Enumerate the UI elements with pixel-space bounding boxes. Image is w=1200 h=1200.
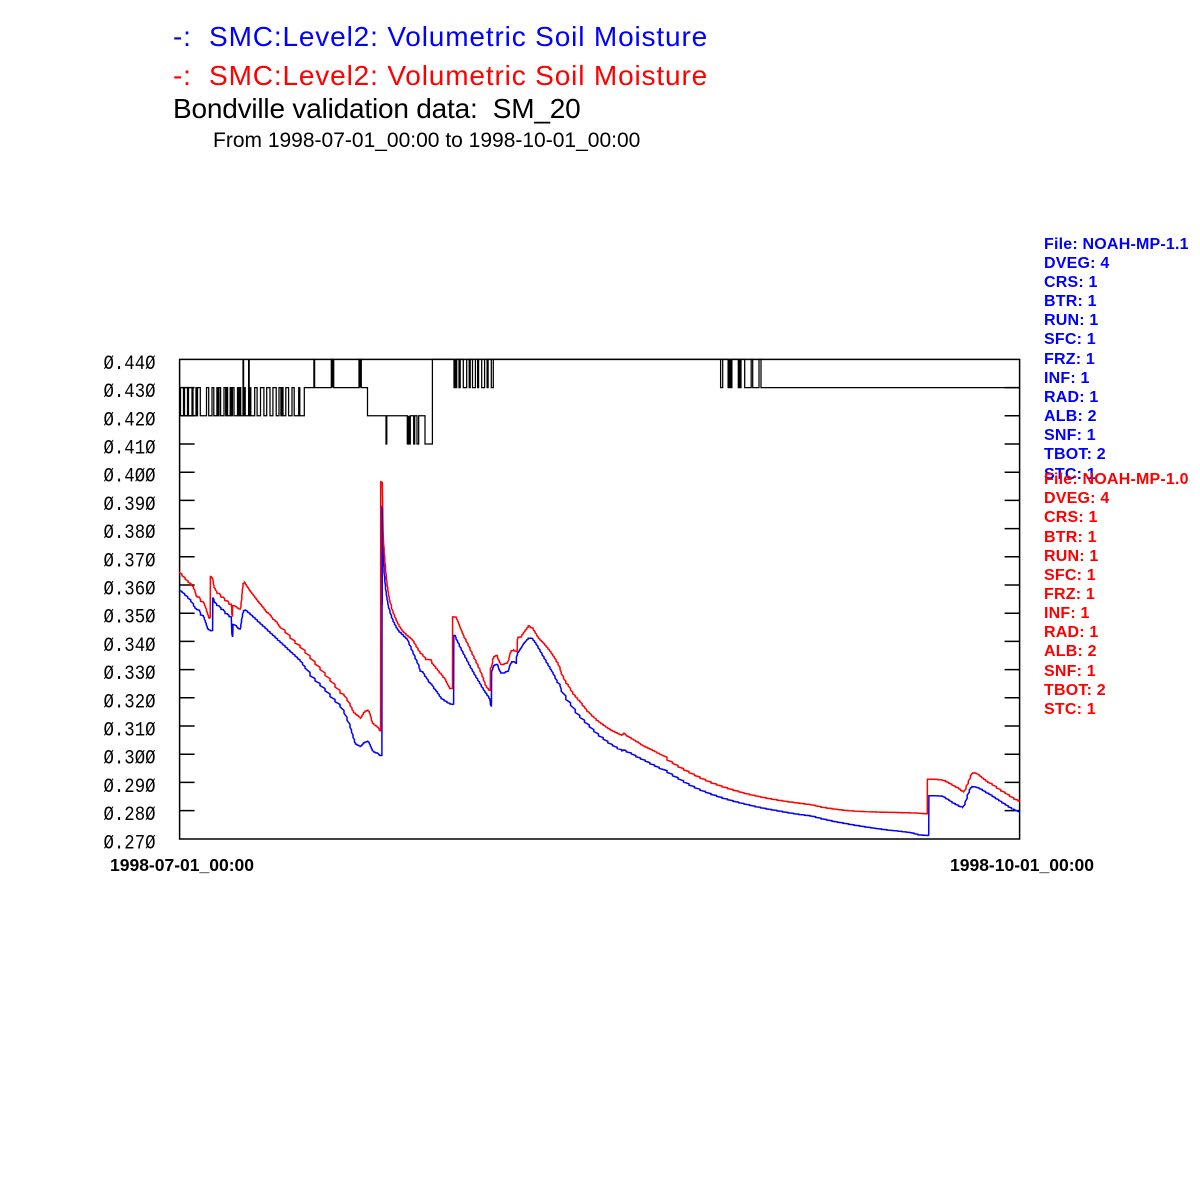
svg-text:Ø.44Ø: Ø.44Ø <box>104 353 156 376</box>
svg-text:Ø.35Ø: Ø.35Ø <box>104 607 156 630</box>
svg-text:Ø.31Ø: Ø.31Ø <box>104 720 156 743</box>
svg-text:Ø.37Ø: Ø.37Ø <box>104 550 156 573</box>
svg-text:Ø.3ØØ: Ø.3ØØ <box>104 748 156 771</box>
svg-text:Ø.41Ø: Ø.41Ø <box>104 438 156 461</box>
svg-text:Ø.33Ø: Ø.33Ø <box>104 663 156 686</box>
svg-text:Ø.28Ø: Ø.28Ø <box>104 804 156 827</box>
svg-text:Ø.4ØØ: Ø.4ØØ <box>104 466 156 489</box>
svg-text:Ø.39Ø: Ø.39Ø <box>104 494 156 517</box>
svg-text:Ø.36Ø: Ø.36Ø <box>104 579 156 602</box>
svg-text:Ø.38Ø: Ø.38Ø <box>104 522 156 545</box>
svg-text:Ø.43Ø: Ø.43Ø <box>104 381 156 404</box>
svg-text:Ø.32Ø: Ø.32Ø <box>104 691 156 714</box>
svg-text:Ø.42Ø: Ø.42Ø <box>104 409 156 432</box>
svg-text:Ø.29Ø: Ø.29Ø <box>104 776 156 799</box>
svg-text:Ø.34Ø: Ø.34Ø <box>104 635 156 658</box>
svg-text:Ø.27Ø: Ø.27Ø <box>104 832 156 855</box>
